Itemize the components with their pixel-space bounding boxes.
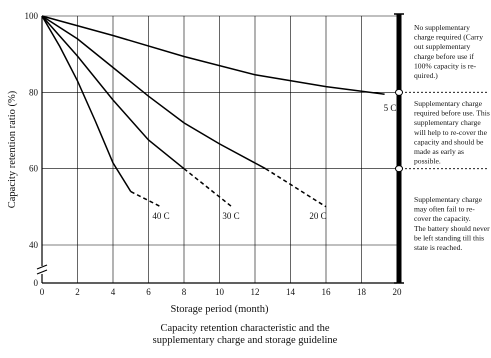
axis-break-mark-bottom bbox=[36, 269, 48, 275]
guide-bracket-notch-60 bbox=[395, 165, 403, 173]
x-tick-label-4: 4 bbox=[111, 287, 116, 297]
y-tick-label-100: 100 bbox=[25, 11, 39, 21]
series-line-20c bbox=[41, 15, 266, 170]
x-axis-label: Storage period (month) bbox=[171, 304, 269, 315]
series-line-5c bbox=[41, 15, 385, 95]
series-line-40c bbox=[41, 15, 132, 192]
x-tick-label-10: 10 bbox=[215, 287, 225, 297]
caption-line-2: supplementary charge and storage guideli… bbox=[153, 335, 338, 346]
x-tick-label-16: 16 bbox=[322, 287, 332, 297]
series-line-30c bbox=[41, 15, 185, 170]
x-tick-label-8: 8 bbox=[182, 287, 187, 297]
guide-note-2: Supplementary charge required before use.… bbox=[414, 99, 490, 166]
y-tick-label-80: 80 bbox=[29, 87, 39, 97]
x-tick-label-0: 0 bbox=[40, 287, 45, 297]
axes bbox=[36, 16, 397, 284]
grid bbox=[42, 15, 398, 283]
x-tick-label-14: 14 bbox=[286, 287, 296, 297]
x-tick-label-20: 20 bbox=[393, 287, 403, 297]
y-tick-label-40: 40 bbox=[29, 240, 39, 250]
caption: Capacity retention characteristic and th… bbox=[153, 323, 338, 346]
series-dashed-40c bbox=[130, 190, 162, 208]
series-label-30c: 30 C bbox=[222, 211, 239, 221]
y-tick-label-60: 60 bbox=[29, 164, 39, 174]
series-label-5c: 5 C bbox=[384, 103, 397, 113]
x-tick-label-12: 12 bbox=[251, 287, 260, 297]
x-tick-label-18: 18 bbox=[357, 287, 367, 297]
x-tick-label-2: 2 bbox=[75, 287, 80, 297]
y-tick-label-0: 0 bbox=[34, 278, 39, 288]
guide-note-1: No supplementary charge required (Carry ou… bbox=[414, 23, 483, 80]
axis-break-gap bbox=[37, 266, 47, 274]
caption-line-1: Capacity retention characteristic and th… bbox=[160, 323, 329, 334]
y-axis-label: Capacity retention ratio (%) bbox=[7, 90, 18, 208]
guide-notes: No supplementary charge required (Carry ou… bbox=[414, 23, 490, 252]
series-label-40c: 40 C bbox=[152, 211, 169, 221]
series-lines bbox=[41, 15, 385, 208]
axis-break-mark-top bbox=[36, 264, 48, 270]
x-tick-label-6: 6 bbox=[146, 287, 151, 297]
series-dashed-20c bbox=[265, 168, 327, 208]
labels: 5 C 20 C 30 C 40 C 0 2 4 6 8 10 12 14 16 18 20 0 40 60 80 1… bbox=[7, 11, 402, 315]
guide-lines bbox=[397, 91, 488, 170]
guide-bracket bbox=[394, 13, 404, 284]
guide-note-3: Supplementary charge may often fail to re… bbox=[414, 195, 490, 252]
series-label-20c: 20 C bbox=[309, 211, 326, 221]
series-dashed-30c bbox=[183, 168, 233, 208]
guide-bracket-notch-80 bbox=[395, 88, 403, 96]
